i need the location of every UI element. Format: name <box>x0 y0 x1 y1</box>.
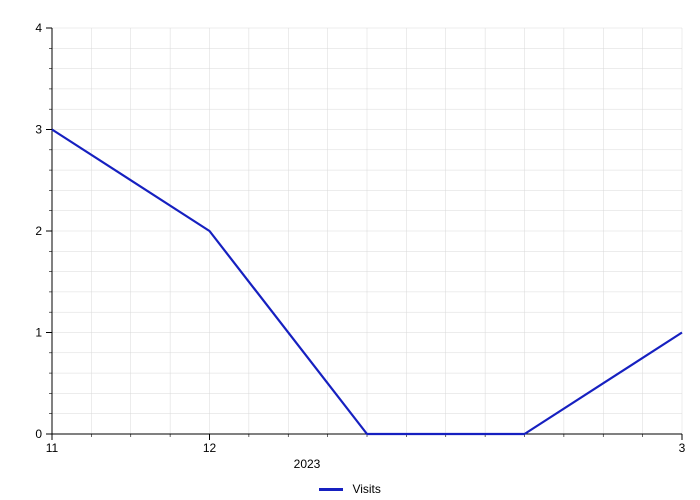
y-tick-label: 4 <box>35 21 42 35</box>
x-tick-label: 11 <box>46 441 59 455</box>
legend-swatch-visits <box>319 488 343 491</box>
y-tick-label: 0 <box>35 427 42 441</box>
x-tick-label: 12 <box>203 441 217 455</box>
y-tick-label: 1 <box>35 326 42 340</box>
chart-svg: 11123202301234 <box>0 0 700 500</box>
y-tick-label: 2 <box>35 224 42 238</box>
x-tick-label: 3 <box>679 441 686 455</box>
x-axis-label: 2023 <box>294 457 321 471</box>
chart-legend: Visits <box>0 482 700 496</box>
visits-line-chart: WELLDER SENIOR ASSETS SOCIMI S.A. (Spain… <box>0 0 700 500</box>
y-tick-label: 3 <box>35 123 42 137</box>
legend-label-visits: Visits <box>352 482 380 496</box>
